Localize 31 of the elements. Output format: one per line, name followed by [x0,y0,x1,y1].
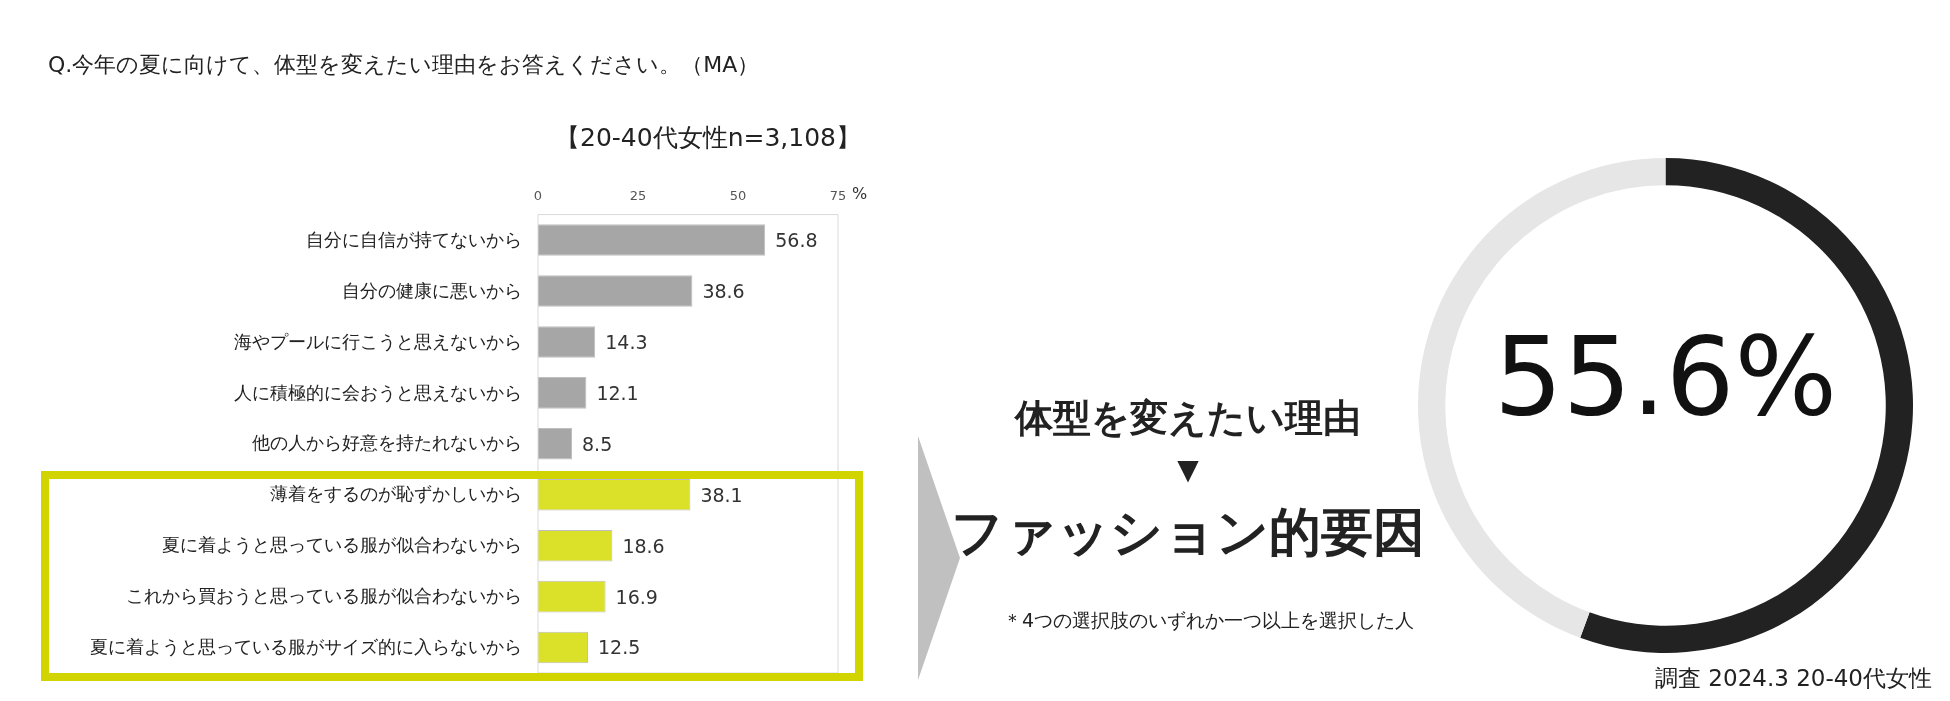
x-axis-title: % [852,183,868,203]
text: 体型を変えたい理由 [1013,395,1362,442]
data-label: 38.1 [700,483,743,506]
data-label: 18.6 [622,534,665,557]
data-label: 8.5 [582,432,613,455]
text: ＊4つの選択肢のいずれか一つ以上を選択した人 [1003,608,1415,633]
data-label: 56.8 [775,229,818,251]
y-tick-label: 人に積極的に会おうと思えないから [234,381,522,403]
y-tick-label: 自分の健康に悪いから [342,279,522,301]
x-tick-label: 25 [629,188,647,204]
chart-subtitle: 【20-40代女性n=3,108】 [554,122,862,154]
y-tick-label: これから買おうと思っている服が似合わないから [126,585,522,607]
y-tick-label: 海やプールに行こうと思えないから [234,330,522,352]
data-label: 16.9 [615,585,658,608]
x-tick-label: 0 [533,188,543,204]
x-tick-label: 50 [729,188,747,204]
y-tick-label: 夏に着ようと思っている服がサイズ的に入らないから [90,636,522,658]
data-label: 55.6% [1493,313,1838,439]
x-tick-label: 75 [829,188,847,204]
y-tick-label: 自分に自信が持てないから [306,228,522,250]
text: 調査 2024.3 20-40代女性 [1655,664,1932,693]
chart-title: Q.今年の夏に向けて、体型を変えたい理由をお答えください。（MA） [48,51,760,79]
y-tick-label: 薄着をするのが恥ずかしいから [270,483,522,505]
text: ▼ [1176,453,1200,486]
data-label: 12.1 [596,381,639,404]
text: ファッション的要因 [950,501,1426,564]
data-label: 38.6 [702,279,745,302]
data-label: 12.5 [598,636,641,659]
y-tick-label: 夏に着ようと思っている服が似合わないから [162,534,522,556]
y-tick-label: 他の人から好意を持たれないから [252,432,522,454]
data-label: 14.3 [605,330,648,353]
